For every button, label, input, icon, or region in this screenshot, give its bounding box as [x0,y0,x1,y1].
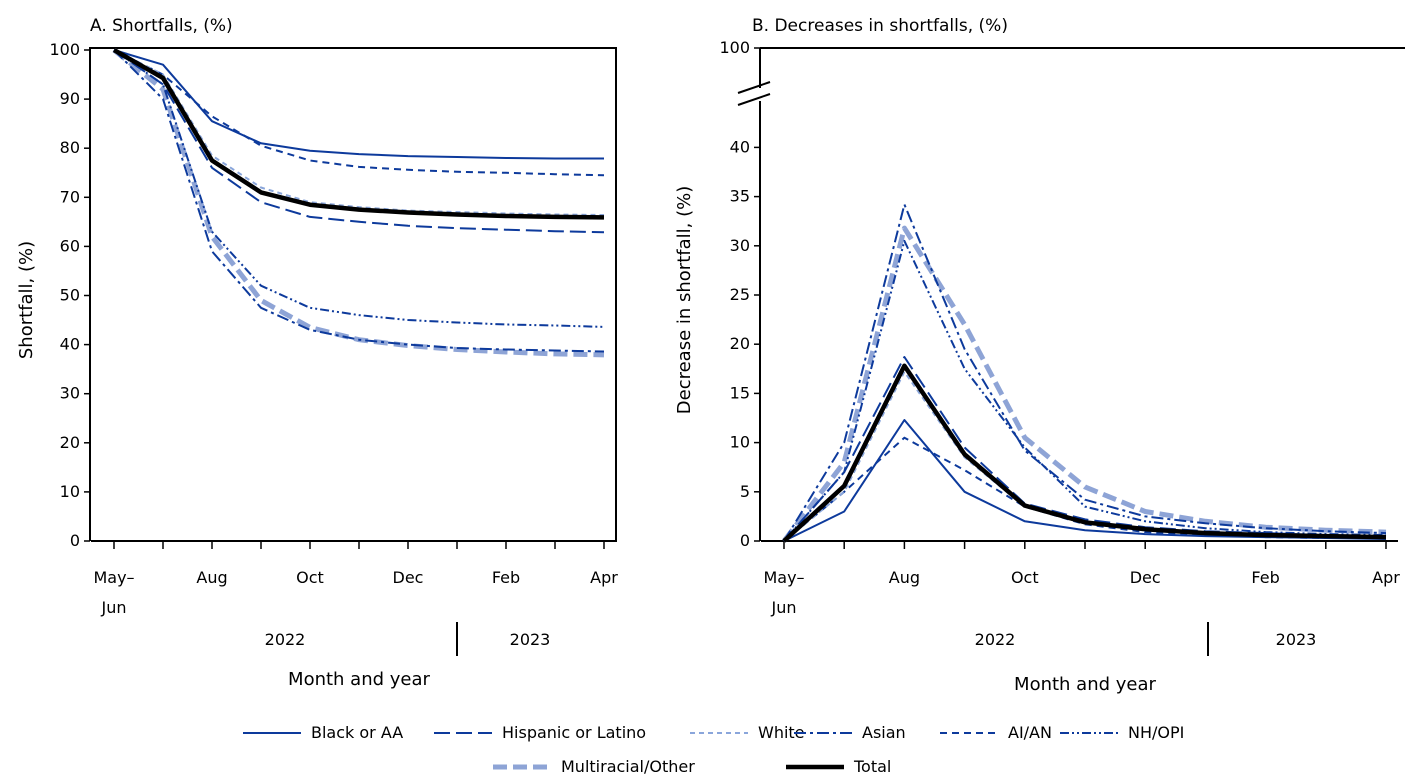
panel-a-x-tick-label: Feb [492,568,520,587]
panel-a-x-tick-label: Dec [393,568,424,587]
panel-b-series-hispanic-or-latino [783,356,1387,542]
panel-a-series-asian [113,49,605,353]
legend: Black or AA Hispanic or Latino White Asian A… [243,723,1184,776]
panel-a-x-tick-label: Oct [296,568,324,587]
panel-a-y-tick-label: 10 [60,482,80,501]
panel-a-series-ai-an [113,49,605,177]
panel-a-series-black-or-aa [113,49,604,160]
panel-b-x-tick-label: Dec [1130,568,1161,587]
panel-b-series-multiracial-other [782,225,1387,543]
panel-a-x-tick-label: May– [93,568,134,587]
panel-a-series-total [112,48,605,220]
panel-a-y-tick-label: 70 [60,187,80,206]
panel-a-y-tick-label: 60 [60,236,80,255]
legend-label-asian: Asian [862,723,906,742]
panel-b-x-tick-label: Oct [1011,568,1039,587]
panel-a-y-tick-label: 20 [60,433,80,452]
legend-label-black-or-aa: Black or AA [311,723,403,742]
panel-b-y-axis-title: Decrease in shortfall, (%) [674,186,695,414]
panel-b-series-total [782,363,1387,543]
panel-b-year-2022: 2022 [975,630,1016,649]
panel-a-series-white [113,49,605,216]
panel-a-year-2022: 2022 [265,630,306,649]
panel-b-y-tick-label-top: 100 [719,38,750,57]
panel-a-y-axis-title: Shortfall, (%) [16,241,37,359]
panel-b-x-tick-label-line2: Jun [771,598,797,617]
panel-a-x-axis-title: Month and year [288,669,430,690]
panel-b-y-tick-label: 20 [730,334,750,353]
panel-b-chart: B. Decreases in shortfalls, (%) Decrease… [674,16,1405,695]
panel-a-y-tick-label: 100 [49,40,80,59]
panel-a-y-tick-label: 0 [70,531,80,550]
panel-b-y-tick-label: 40 [730,137,750,156]
panel-a-x-tick-label-line2: Jun [101,598,127,617]
panel-b-axis-break-mark [737,81,771,94]
panel-a-y-tick-label: 30 [60,384,80,403]
panel-b-y-tick-label: 5 [740,482,750,501]
panel-b-x-axis-title: Month and year [1014,674,1156,695]
panel-a-series-hispanic-or-latino [113,49,605,234]
panel-a-y-tick-label: 90 [60,89,80,108]
panel-a-x-tick-label: Apr [590,568,618,587]
panel-b-series-white [783,370,1387,542]
panel-b-y-tick-label: 35 [730,187,750,206]
legend-label-hispanic-or-latino: Hispanic or Latino [502,723,646,742]
panel-b-y-tick-label: 10 [730,433,750,452]
panel-b-axis-break-mark [737,93,771,106]
panel-a-year-2023: 2023 [510,630,551,649]
panel-a-x-tick-label: Aug [196,568,227,587]
panel-b-x-tick-label: Aug [889,568,920,587]
panel-b-x-tick-label: Feb [1251,568,1279,587]
panel-b-title: B. Decreases in shortfalls, (%) [752,16,1008,36]
panel-b-y-tick-label: 30 [730,236,750,255]
panel-b-series-asian [783,203,1387,542]
panel-b-x-tick-label: May– [763,568,804,587]
panel-b-series-nh-opi [783,239,1387,542]
panel-a-series-nh-opi [113,49,605,328]
panel-a-y-tick-label: 50 [60,286,80,305]
panel-b-y-tick-label: 25 [730,285,750,304]
panel-a-title: A. Shortfalls, (%) [90,16,233,36]
legend-label-white: White [758,723,805,742]
legend-label-total: Total [853,757,891,776]
panel-b-year-2023: 2023 [1276,630,1317,649]
panel-b-x-tick-label: Apr [1372,568,1400,587]
legend-label-ai-an: AI/AN [1008,723,1052,742]
legend-label-multiracial-other: Multiracial/Other [561,757,695,776]
panel-b-y-tick-label: 15 [730,383,750,402]
panel-a-y-tick-label: 40 [60,335,80,354]
panel-b-y-tick-label: 0 [740,531,750,550]
panel-a-chart: A. Shortfalls, (%) Shortfall, (%) Month … [16,16,618,690]
legend-label-nh-opi: NH/OPI [1128,723,1184,742]
panel-a-y-tick-label: 80 [60,138,80,157]
